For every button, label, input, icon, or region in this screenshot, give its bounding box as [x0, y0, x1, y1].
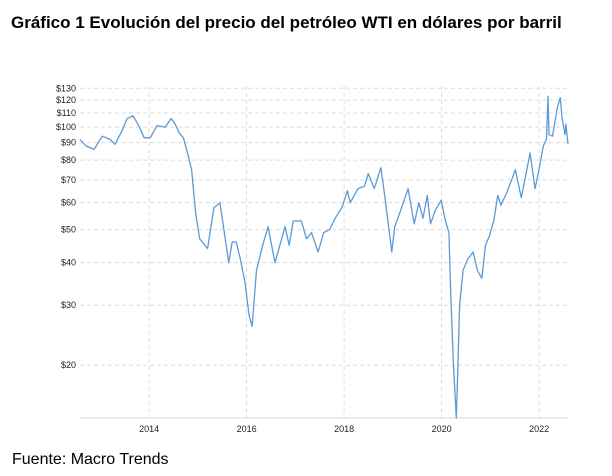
x-tick-label: 2020 — [432, 424, 452, 434]
y-tick-label: $100 — [56, 122, 76, 132]
y-tick-label: $30 — [61, 300, 76, 310]
x-tick-label: 2014 — [139, 424, 159, 434]
y-tick-label: $90 — [61, 138, 76, 148]
y-tick-label: $110 — [57, 108, 76, 118]
y-tick-label: $80 — [61, 155, 76, 165]
source-note: Fuente: Macro Trends — [12, 451, 169, 468]
y-tick-label: $40 — [61, 258, 76, 268]
x-tick-label: 2022 — [529, 424, 549, 434]
y-tick-label: $130 — [56, 83, 76, 93]
series-line-wti — [79, 95, 569, 419]
x-tick-label: 2016 — [237, 424, 257, 434]
y-tick-label: $120 — [56, 95, 76, 105]
x-gridlines — [148, 86, 540, 418]
y-tick-labels: $20 $30 $40 $50 $60 $70 $80 $90 $100 $110 $120 $130 — [56, 83, 76, 370]
chart-title: Gráfico 1 Evolución del precio del petró… — [11, 13, 562, 32]
y-tick-label: $60 — [61, 198, 76, 208]
x-tick-labels: 2014 2016 2018 2020 2022 — [139, 424, 549, 434]
y-tick-label: $20 — [61, 360, 76, 370]
y-tick-label: $70 — [61, 175, 76, 185]
y-gridlines — [80, 87, 568, 366]
x-tick-label: 2018 — [334, 424, 354, 434]
y-tick-label: $50 — [61, 225, 76, 235]
